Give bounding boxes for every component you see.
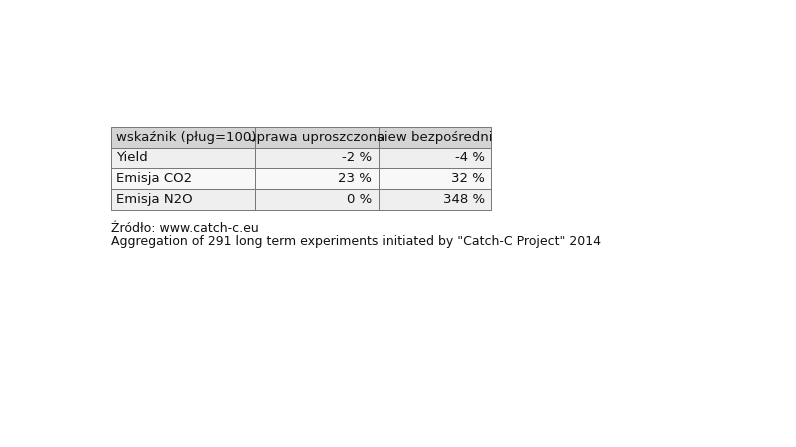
Text: wskaźnik (pług=100): wskaźnik (pług=100) [115,131,256,143]
Text: Aggregation of 291 long term experiments initiated by "Catch-C Project" 2014: Aggregation of 291 long term experiments… [111,235,601,248]
Text: Yield: Yield [115,152,147,164]
Text: 348 %: 348 % [443,193,485,206]
Bar [111,169,255,189]
Bar [111,127,255,148]
Text: 23 %: 23 % [338,172,373,185]
Bar [255,148,379,169]
Bar [255,169,379,189]
Text: -4 %: -4 % [455,152,485,164]
Bar [379,189,491,210]
Bar [379,148,491,169]
Text: -2 %: -2 % [342,152,373,164]
Bar [379,127,491,148]
Text: Źródło: www.catch-c.eu: Źródło: www.catch-c.eu [111,222,259,235]
Text: Emisja CO2: Emisja CO2 [115,172,192,185]
Text: 0 %: 0 % [347,193,373,206]
Bar [255,189,379,210]
Text: siew bezpośredni: siew bezpośredni [377,131,493,143]
Text: uprawa uproszczona: uprawa uproszczona [248,131,385,143]
Bar [111,148,255,169]
Text: 32 %: 32 % [451,172,485,185]
Bar [379,169,491,189]
Bar [111,189,255,210]
Text: Emisja N2O: Emisja N2O [115,193,193,206]
Bar [255,127,379,148]
